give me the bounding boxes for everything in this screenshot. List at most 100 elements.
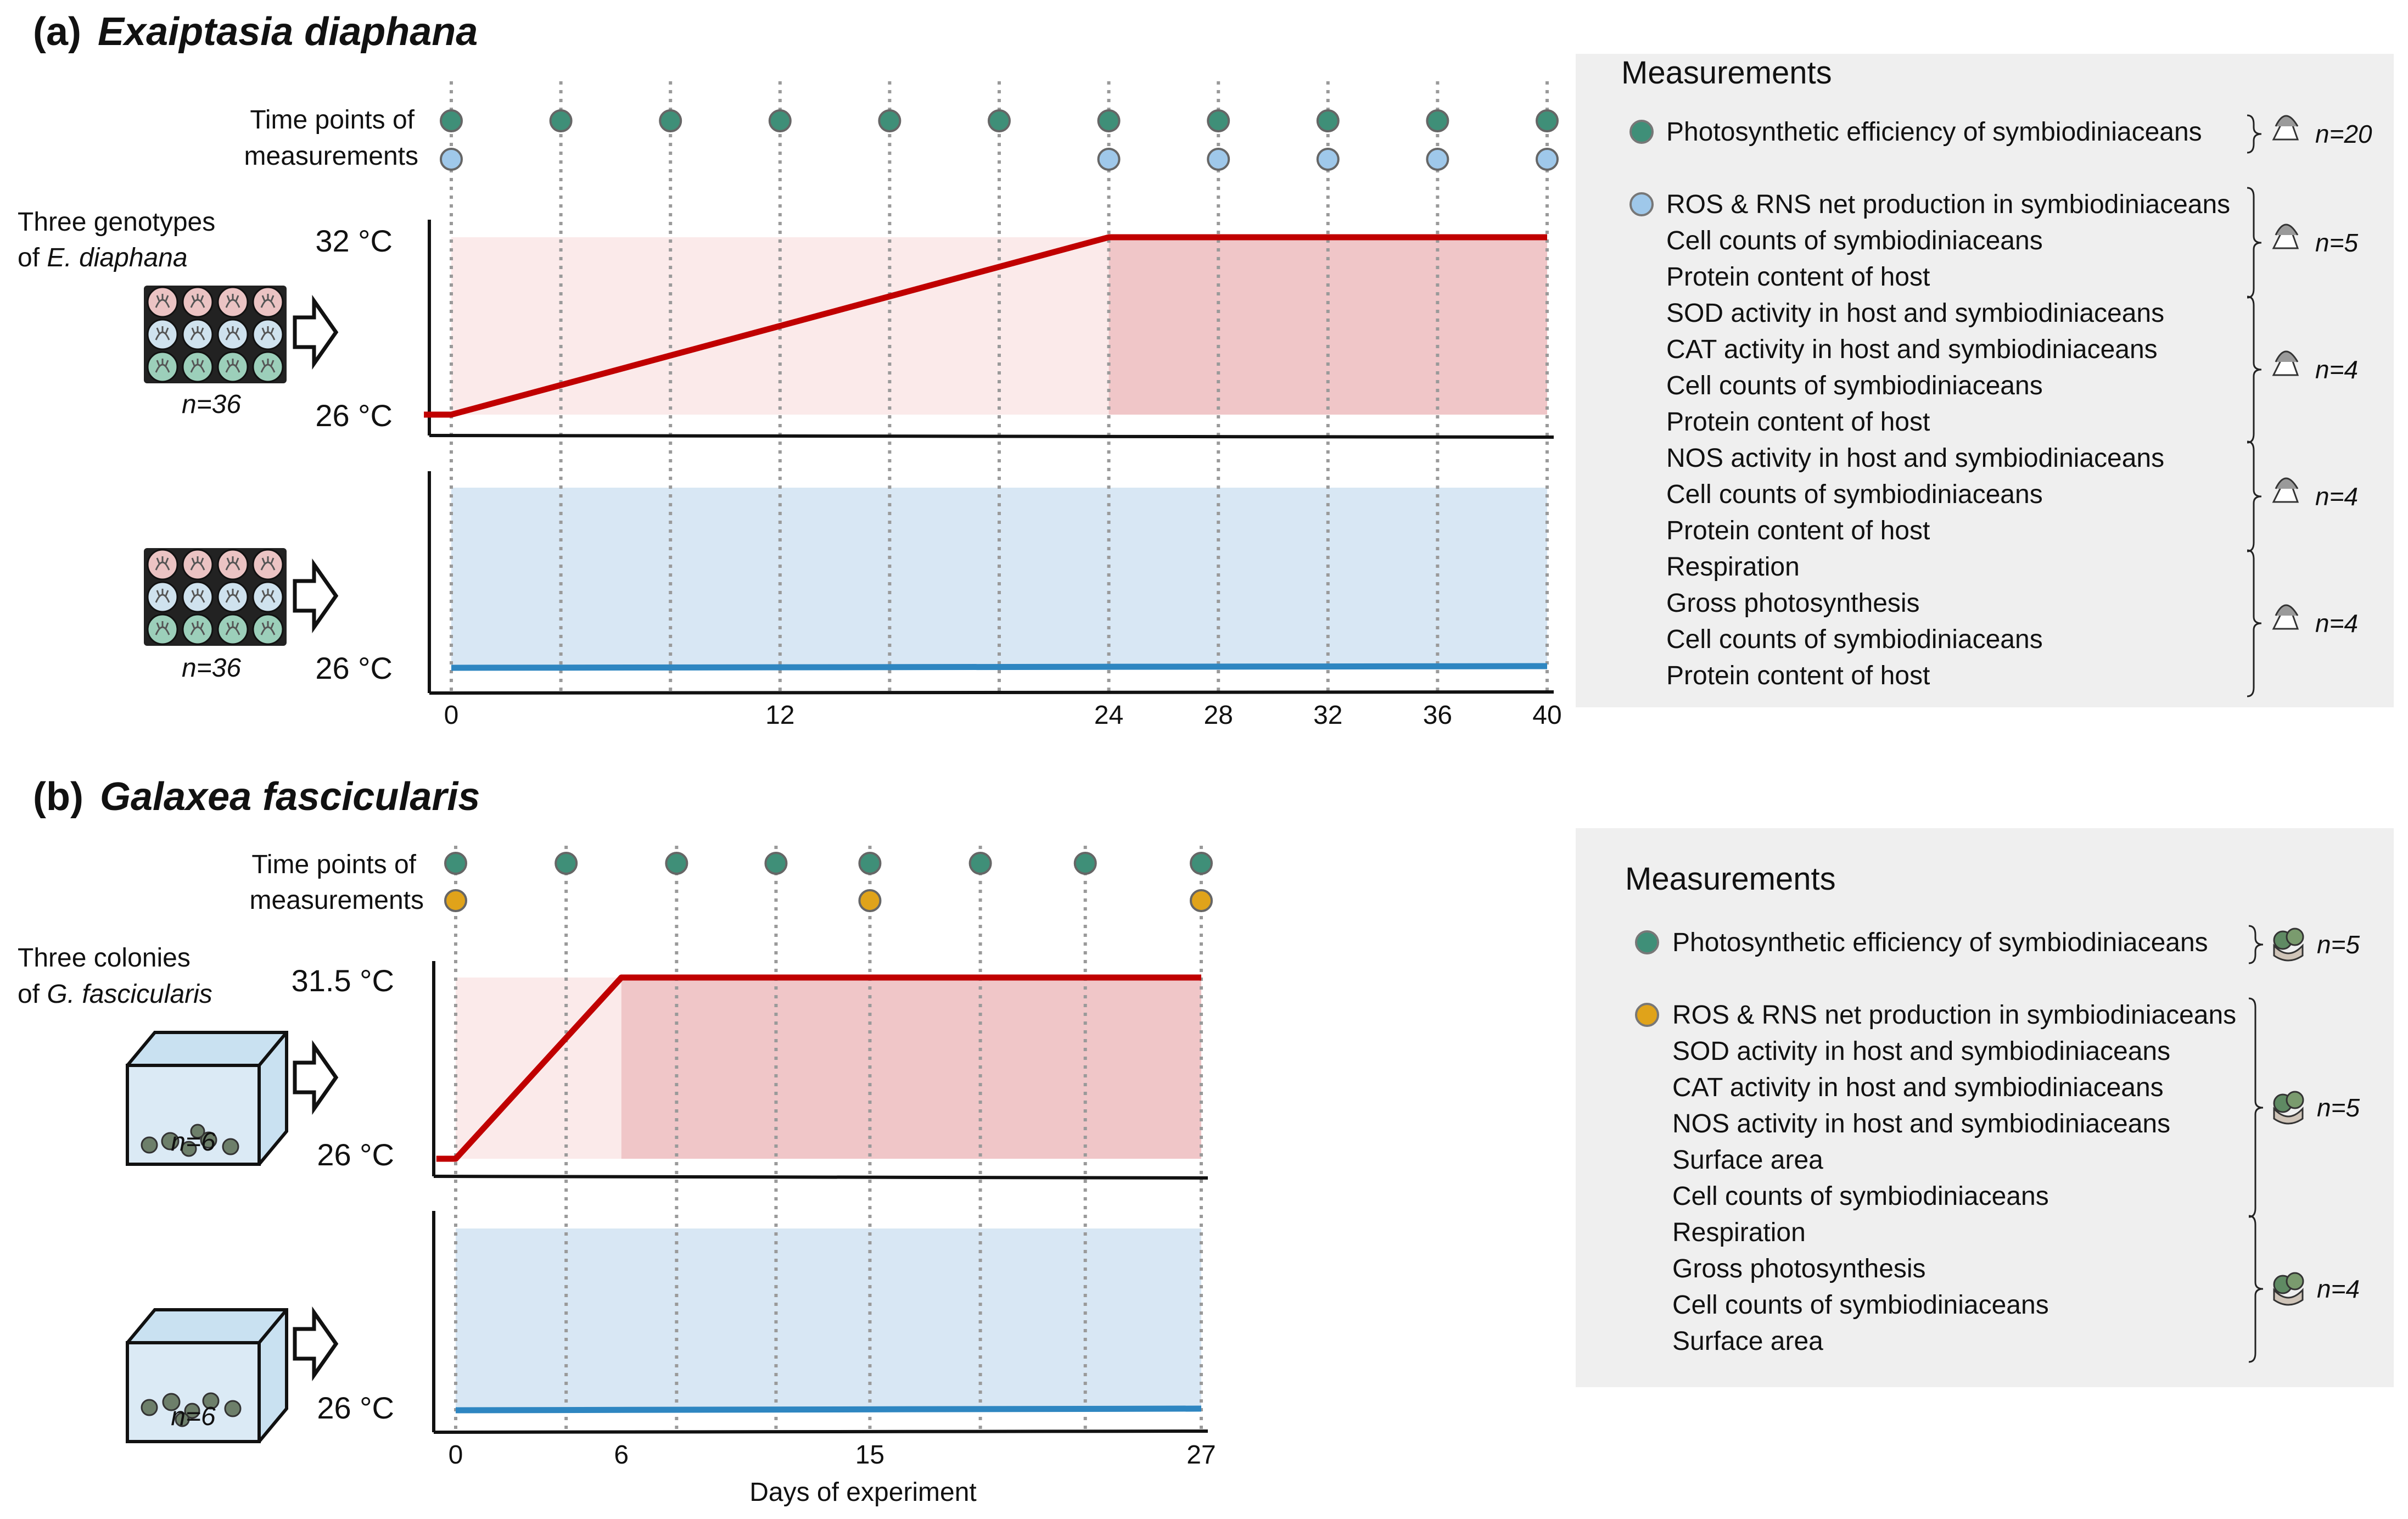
timepoint-dot-green — [1097, 109, 1121, 132]
legend-item: Protein content of host — [1666, 407, 1930, 437]
heat-x-axis — [433, 1175, 1208, 1180]
group-label-b1: Three colonies — [18, 943, 191, 973]
legend-item: Photosynthetic efficiency of symbiodinia… — [1666, 118, 2202, 147]
timepoint-dot-green — [1190, 852, 1213, 875]
timepoints-label-a2: measurements — [244, 142, 418, 171]
legend-item: NOS activity in host and symbiodiniacean… — [1666, 444, 2164, 473]
heat-treatment-line — [424, 234, 1547, 418]
legend-bracket — [2248, 1215, 2264, 1363]
coral-icon — [2286, 1272, 2304, 1291]
well — [252, 581, 284, 613]
x-tick-label: 0 — [444, 701, 459, 730]
timepoint-dot-green — [444, 852, 467, 875]
well — [252, 613, 284, 645]
control-x-axis — [433, 1429, 1208, 1434]
legend-item: SOD activity in host and symbiodiniacean… — [1666, 299, 2164, 328]
heat-treatment-line — [436, 974, 1201, 1162]
legend-item: Cell counts of symbiodiniaceans — [1666, 625, 2043, 654]
legend-item: Protein content of host — [1666, 516, 1930, 545]
legend-bracket — [2247, 114, 2262, 154]
legend-item: Respiration — [1672, 1218, 1806, 1247]
anemone-icon — [190, 556, 205, 571]
legend-item: Surface area — [1672, 1327, 1823, 1356]
legend-marker-orange — [1635, 1003, 1659, 1027]
x-tick-label: 28 — [1204, 701, 1233, 730]
x-axis-label-b: Days of experiment — [749, 1478, 977, 1507]
x-tick-label: 40 — [1532, 701, 1561, 730]
arrow-control-b — [293, 1306, 339, 1382]
legend-item: Gross photosynthesis — [1672, 1254, 1926, 1283]
x-tick-label: 6 — [614, 1440, 629, 1470]
coral-icon — [2286, 928, 2304, 946]
temp-low-b: 26 °C — [317, 1137, 394, 1172]
legend-item: ROS & RNS net production in symbiodiniac… — [1672, 1001, 2236, 1030]
timepoints-label-a1: Time points of — [250, 105, 415, 135]
timepoint-dot-secondary — [1426, 148, 1449, 171]
legend-bracket — [2248, 925, 2264, 964]
temp-high-b: 31.5 °C — [292, 963, 394, 998]
tank-control-b — [126, 1308, 288, 1443]
anemone-icon — [190, 359, 205, 373]
chart-b: 0 6 15 27 — [432, 846, 1216, 1470]
timepoint-dot-green — [968, 852, 992, 875]
anemone-icon — [190, 326, 205, 340]
well — [182, 581, 214, 613]
group-label-b2: of G. fascicularis — [18, 980, 212, 1009]
well — [147, 613, 178, 645]
legend-sample-size: n=4 — [2315, 609, 2358, 638]
legend-a: Measurements Photosynthetic efficiency o… — [1576, 54, 2394, 707]
anemone-icon — [225, 556, 240, 571]
timepoints-label-b1: Time points of — [251, 850, 416, 879]
anemone-icon — [190, 621, 205, 635]
well-plate-control-a — [144, 548, 287, 646]
well — [147, 286, 178, 318]
temp-control-a: 26 °C — [315, 651, 393, 685]
legend-item: Cell counts of symbiodiniaceans — [1672, 1182, 2049, 1211]
legend-b: Measurements Photosynthetic efficiency o… — [1576, 828, 2394, 1387]
x-tick-label: 32 — [1313, 701, 1342, 730]
x-tick-label: 24 — [1094, 701, 1123, 730]
x-tick-label: 36 — [1423, 701, 1452, 730]
timepoint-dot-secondary — [1190, 889, 1213, 912]
well — [182, 319, 214, 350]
legend-item: CAT activity in host and symbiodiniacean… — [1672, 1073, 2164, 1102]
anemone-icon — [260, 359, 276, 373]
panel-a: (a) Exaiptasia diaphana Time points of m… — [18, 10, 1562, 730]
anemone-icon — [190, 294, 205, 308]
timepoint-dot-secondary — [444, 889, 467, 912]
well — [182, 286, 214, 318]
legend-sample-size: n=4 — [2317, 1275, 2360, 1303]
anemone-icon — [260, 556, 276, 571]
well — [252, 351, 284, 383]
legend-item: Cell counts of symbiodiniaceans — [1666, 480, 2043, 509]
x-tick-label: 0 — [449, 1440, 463, 1470]
legend-sample-size: n=5 — [2315, 228, 2358, 257]
anemone-icon — [225, 621, 240, 635]
legend-item: Photosynthetic efficiency of symbiodinia… — [1672, 928, 2208, 957]
anemone-icon — [190, 589, 205, 603]
temp-control-b: 26 °C — [317, 1390, 394, 1425]
legend-sample-size: n=4 — [2315, 355, 2358, 384]
legend-marker-green — [1629, 120, 1654, 144]
timepoint-dot-green — [1426, 109, 1449, 132]
legend-sample-size: n=20 — [2315, 120, 2372, 148]
plateau-phase-area — [1108, 237, 1547, 415]
anemone-icon — [155, 556, 170, 571]
legend-item: Protein content of host — [1666, 661, 1930, 690]
timepoint-dot-secondary — [858, 889, 882, 912]
timepoint-dot-green — [988, 109, 1011, 132]
timepoint-dot-green — [555, 852, 578, 875]
timepoint-dot-green — [858, 852, 882, 875]
temp-low-a: 26 °C — [315, 398, 393, 433]
anemone-tentacles-icon — [2275, 477, 2299, 489]
anemone-icon — [225, 359, 240, 373]
temp-high-a: 32 °C — [315, 224, 393, 258]
control-area — [456, 1228, 1201, 1411]
well — [252, 549, 284, 580]
legend-sample-size: n=5 — [2317, 930, 2360, 959]
well — [217, 613, 249, 645]
heat-x-axis — [429, 434, 1554, 439]
timepoint-dot-green — [1073, 852, 1097, 875]
legend-b-background — [1576, 828, 2394, 1387]
